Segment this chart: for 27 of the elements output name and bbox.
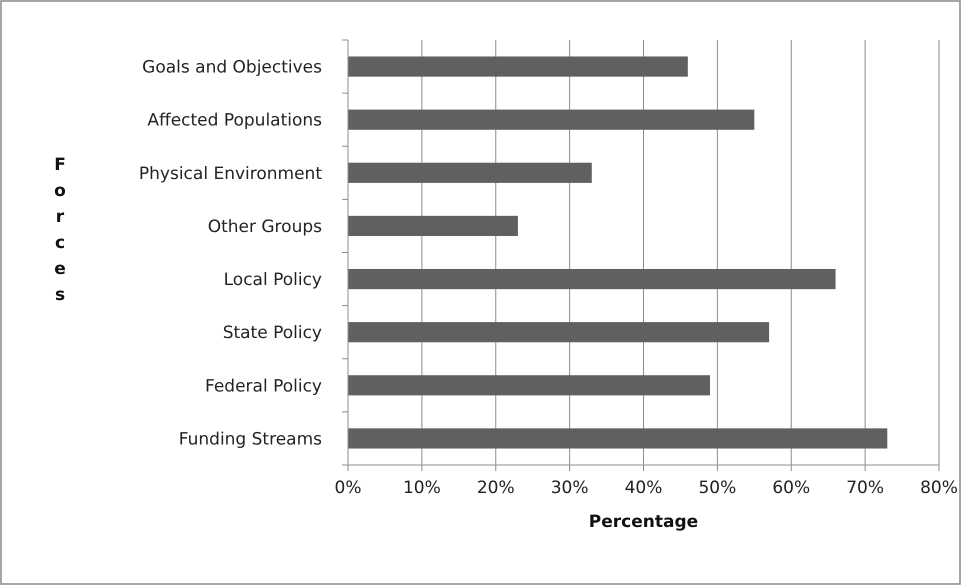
bar [348, 428, 888, 449]
y-tick-label: Goals and Objectives [142, 58, 322, 78]
x-tick-label: 20% [476, 478, 515, 498]
bar [348, 268, 836, 290]
y-tick-label: Affected Populations [147, 110, 322, 131]
y-axis-title: Forces [54, 155, 66, 305]
x-tick-label: 40% [624, 478, 662, 498]
bar [348, 110, 754, 130]
bar [348, 216, 518, 236]
x-tick-label: 0% [334, 478, 362, 498]
bar [348, 375, 710, 396]
x-axis-title: Percentage [588, 512, 698, 532]
x-tick-label: 10% [402, 478, 441, 498]
bar [348, 322, 770, 342]
x-tick-label: 30% [550, 478, 589, 498]
y-tick-label: Physical Environment [138, 164, 322, 184]
x-tick-label: 50% [698, 478, 736, 498]
y-tick-label: Local Policy [224, 270, 322, 290]
bar [348, 56, 688, 77]
y-tick-label: Other Groups [208, 216, 322, 237]
y-tick-label: State Policy [222, 323, 322, 344]
x-tick-label: 60% [772, 478, 810, 498]
x-tick-label: 70% [846, 478, 884, 498]
y-tick-label: Federal Policy [205, 376, 322, 396]
x-tick-label: 80% [920, 478, 958, 498]
y-tick-label: Funding Streams [178, 429, 322, 450]
bar [348, 162, 592, 183]
